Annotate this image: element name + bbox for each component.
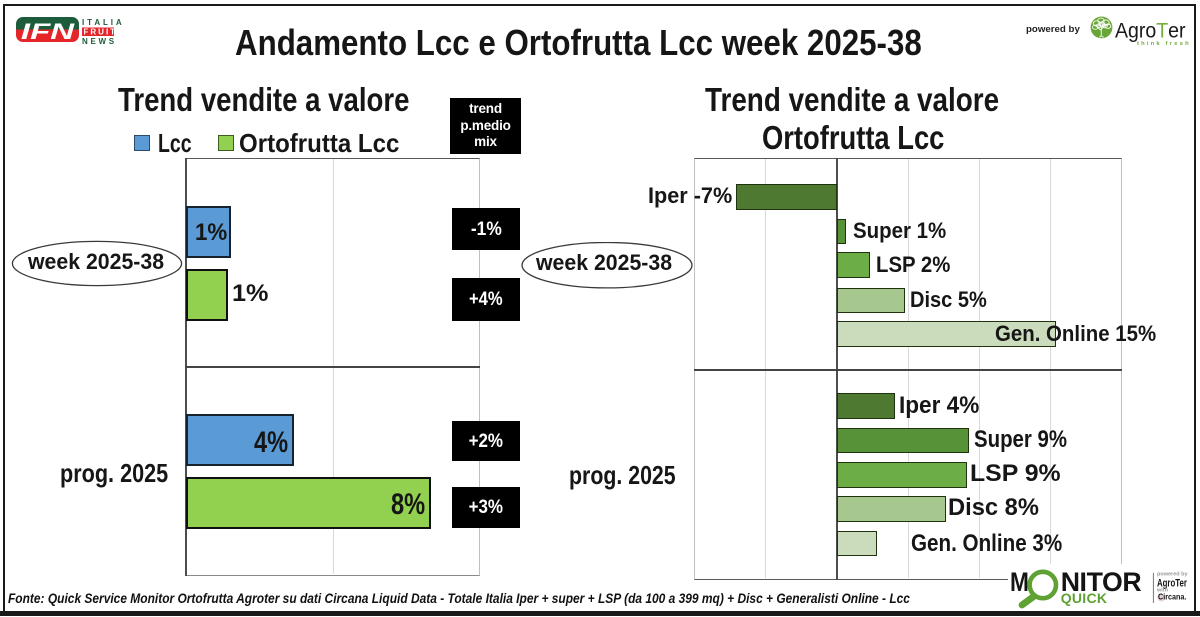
svg-text:AgroTer: AgroTer <box>1157 578 1187 589</box>
svg-text:AgroTer: AgroTer <box>1115 20 1186 43</box>
svg-text:powered by: powered by <box>1157 572 1189 578</box>
svg-text:think fresh: think fresh <box>1137 41 1191 46</box>
svg-text:ITALIA: ITALIA <box>82 18 125 27</box>
svg-text:FRUIT: FRUIT <box>84 28 118 37</box>
svg-text:NEWS: NEWS <box>82 37 117 44</box>
svg-text:Circana.: Circana. <box>1158 592 1186 601</box>
svg-text:IFN: IFN <box>21 19 75 43</box>
svg-text:NITOR: NITOR <box>1061 567 1142 597</box>
svg-text:QUICK: QUICK <box>1061 590 1108 606</box>
svg-text:with: with <box>1156 588 1169 594</box>
svg-text:M: M <box>1010 569 1029 598</box>
